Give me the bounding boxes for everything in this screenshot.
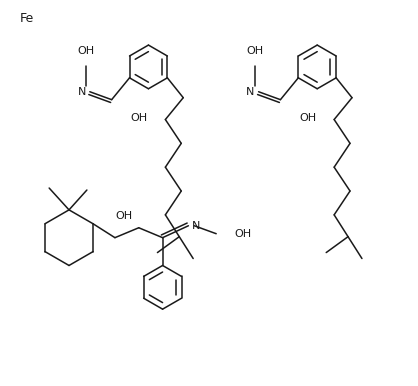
Text: OH: OH bbox=[234, 229, 251, 239]
Text: OH: OH bbox=[115, 211, 132, 221]
Text: N: N bbox=[246, 87, 255, 97]
Text: OH: OH bbox=[299, 113, 316, 122]
Text: N: N bbox=[77, 87, 86, 97]
Text: OH: OH bbox=[130, 113, 148, 122]
Text: OH: OH bbox=[246, 46, 263, 56]
Text: OH: OH bbox=[77, 46, 94, 56]
Text: N: N bbox=[192, 221, 201, 231]
Text: Fe: Fe bbox=[19, 12, 33, 25]
